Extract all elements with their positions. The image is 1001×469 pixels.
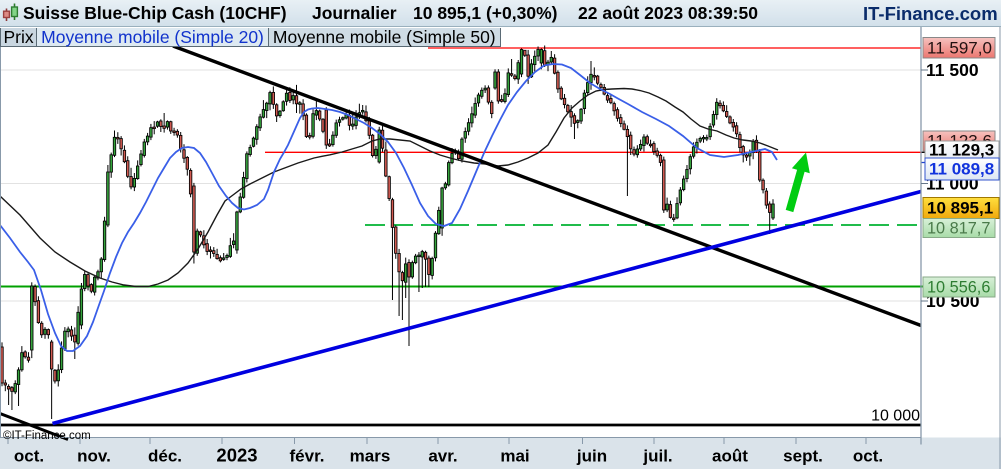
svg-text:juin: juin <box>576 447 607 466</box>
svg-text:juil.: juil. <box>642 447 672 466</box>
svg-text:10 817,7: 10 817,7 <box>927 220 990 238</box>
svg-text:sept.: sept. <box>783 447 823 466</box>
svg-text:10 895,1: 10 895,1 <box>927 199 993 218</box>
svg-text:mars: mars <box>350 447 391 466</box>
svg-text:11 089,8: 11 089,8 <box>929 160 994 179</box>
svg-text:févr.: févr. <box>290 447 325 466</box>
svg-text:10 000: 10 000 <box>871 408 920 425</box>
svg-text:oct.: oct. <box>853 447 883 466</box>
svg-text:©IT-Finance.com: ©IT-Finance.com <box>3 430 91 442</box>
svg-text:11 597,0: 11 597,0 <box>927 38 992 57</box>
svg-text:oct.: oct. <box>14 447 44 466</box>
svg-text:août: août <box>712 447 748 466</box>
svg-text:11 129,3: 11 129,3 <box>929 140 994 159</box>
svg-text:2023: 2023 <box>216 445 257 466</box>
svg-text:déc.: déc. <box>148 447 182 466</box>
svg-text:avr.: avr. <box>428 447 457 466</box>
svg-text:10 556,6: 10 556,6 <box>927 279 990 297</box>
svg-text:nov.: nov. <box>77 447 111 466</box>
svg-text:11 500: 11 500 <box>926 60 979 80</box>
svg-text:mai: mai <box>500 447 529 466</box>
